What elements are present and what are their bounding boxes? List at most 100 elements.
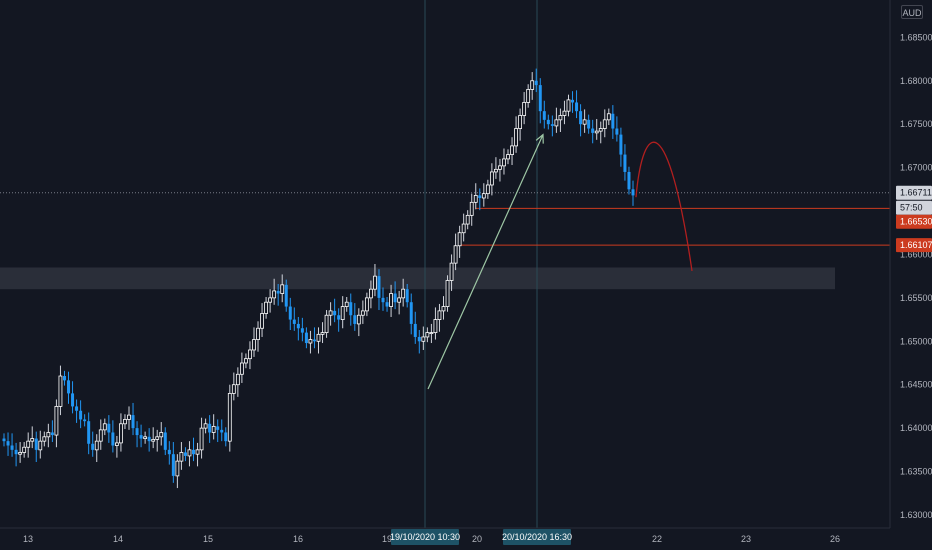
candle-body bbox=[473, 194, 478, 203]
candle-body bbox=[111, 432, 115, 446]
candle bbox=[131, 402, 135, 436]
price-tag-box bbox=[896, 238, 932, 253]
candle-body bbox=[98, 429, 103, 442]
candle-body bbox=[364, 297, 369, 312]
currency-button[interactable]: AUD bbox=[901, 5, 923, 19]
candle bbox=[397, 290, 402, 315]
crosshair-time-text: 20/10/2020 16:30 bbox=[502, 532, 572, 542]
candle bbox=[594, 118, 599, 140]
candle-body bbox=[163, 432, 167, 450]
candle bbox=[54, 399, 59, 448]
candle-body bbox=[292, 319, 296, 324]
trend-arrow[interactable] bbox=[427, 134, 544, 390]
candle bbox=[591, 119, 595, 144]
drawings[interactable] bbox=[427, 133, 693, 390]
candle-body bbox=[18, 452, 23, 455]
candle bbox=[167, 441, 171, 465]
candle-body bbox=[401, 288, 406, 299]
candle-body bbox=[220, 429, 224, 433]
candle bbox=[155, 429, 160, 452]
candle-body bbox=[264, 301, 268, 314]
price-tick-label: 1.65500 bbox=[900, 293, 932, 303]
candle bbox=[457, 225, 462, 258]
price-tick-label: 1.67000 bbox=[900, 163, 932, 173]
candle-body bbox=[280, 284, 285, 294]
candle bbox=[340, 296, 345, 329]
candle-body bbox=[296, 323, 300, 329]
crosshair-time-box bbox=[391, 529, 459, 545]
candle bbox=[175, 454, 180, 489]
candle-body bbox=[216, 426, 220, 430]
candle-body bbox=[260, 313, 264, 329]
candle bbox=[308, 330, 313, 354]
candle bbox=[46, 423, 51, 448]
candle bbox=[328, 302, 333, 326]
time-axis-labels: 13 14 15 16 19 20 22 23 26 19/10/2020 10:30 20/10/… bbox=[23, 529, 840, 545]
candle bbox=[506, 149, 510, 165]
candle-body bbox=[631, 189, 635, 196]
candle-body bbox=[598, 128, 603, 132]
candle-body bbox=[469, 201, 474, 216]
candle-body bbox=[465, 214, 470, 225]
candle-body bbox=[167, 449, 171, 455]
candle bbox=[579, 104, 583, 137]
candle bbox=[208, 415, 212, 443]
candle-body bbox=[360, 310, 365, 316]
candle-body bbox=[333, 310, 337, 316]
candle bbox=[489, 163, 494, 196]
candle bbox=[538, 78, 542, 124]
candle-body bbox=[489, 171, 494, 186]
candles bbox=[2, 68, 635, 489]
price-tag-text: 57:50 bbox=[900, 203, 923, 213]
candle-body bbox=[195, 449, 200, 455]
price-tag-box bbox=[896, 185, 932, 200]
candle bbox=[417, 330, 421, 354]
candle bbox=[220, 419, 224, 442]
candle bbox=[558, 108, 563, 132]
candle-body bbox=[58, 375, 63, 407]
candle bbox=[619, 127, 623, 167]
candle-body bbox=[417, 336, 421, 342]
candle bbox=[300, 317, 304, 342]
candle-body bbox=[304, 332, 308, 344]
time-tick-label: 19 bbox=[382, 534, 392, 544]
candle-body bbox=[38, 440, 43, 451]
candle-body bbox=[522, 102, 527, 116]
candle-body bbox=[288, 306, 292, 320]
zone-rect[interactable] bbox=[0, 267, 835, 290]
candle bbox=[481, 183, 486, 207]
horizontal-lines[interactable] bbox=[0, 192, 890, 246]
candle bbox=[478, 188, 482, 211]
candle-body bbox=[276, 290, 280, 294]
crosshair-time-label: 19/10/2020 10:30 bbox=[390, 529, 460, 545]
candle bbox=[195, 442, 200, 467]
candle bbox=[360, 300, 365, 324]
support-zone[interactable] bbox=[0, 267, 835, 290]
candle-body bbox=[554, 119, 559, 127]
candle bbox=[235, 367, 240, 397]
crosshair-time-text: 19/10/2020 10:30 bbox=[390, 532, 460, 542]
projection-curve[interactable] bbox=[635, 141, 693, 272]
price-axis[interactable] bbox=[890, 0, 932, 550]
trend-arrow-head[interactable] bbox=[535, 133, 544, 144]
candle-body bbox=[102, 423, 107, 431]
candle bbox=[566, 94, 571, 117]
candle bbox=[401, 278, 406, 307]
candle bbox=[631, 180, 635, 206]
candle-body bbox=[244, 358, 248, 364]
candle-body bbox=[606, 113, 611, 121]
candle bbox=[324, 310, 329, 338]
candle-body bbox=[300, 328, 304, 333]
candle bbox=[107, 415, 111, 443]
candle bbox=[582, 109, 587, 133]
price-tick-label: 1.68500 bbox=[900, 32, 932, 42]
candle-body bbox=[494, 168, 498, 173]
candle-body bbox=[514, 128, 518, 147]
candle-body bbox=[389, 293, 393, 307]
price-tag: 1.66530 bbox=[896, 214, 932, 229]
candle-body bbox=[344, 301, 349, 307]
candle bbox=[344, 297, 349, 312]
candle bbox=[179, 442, 184, 470]
candle-body bbox=[393, 293, 397, 303]
